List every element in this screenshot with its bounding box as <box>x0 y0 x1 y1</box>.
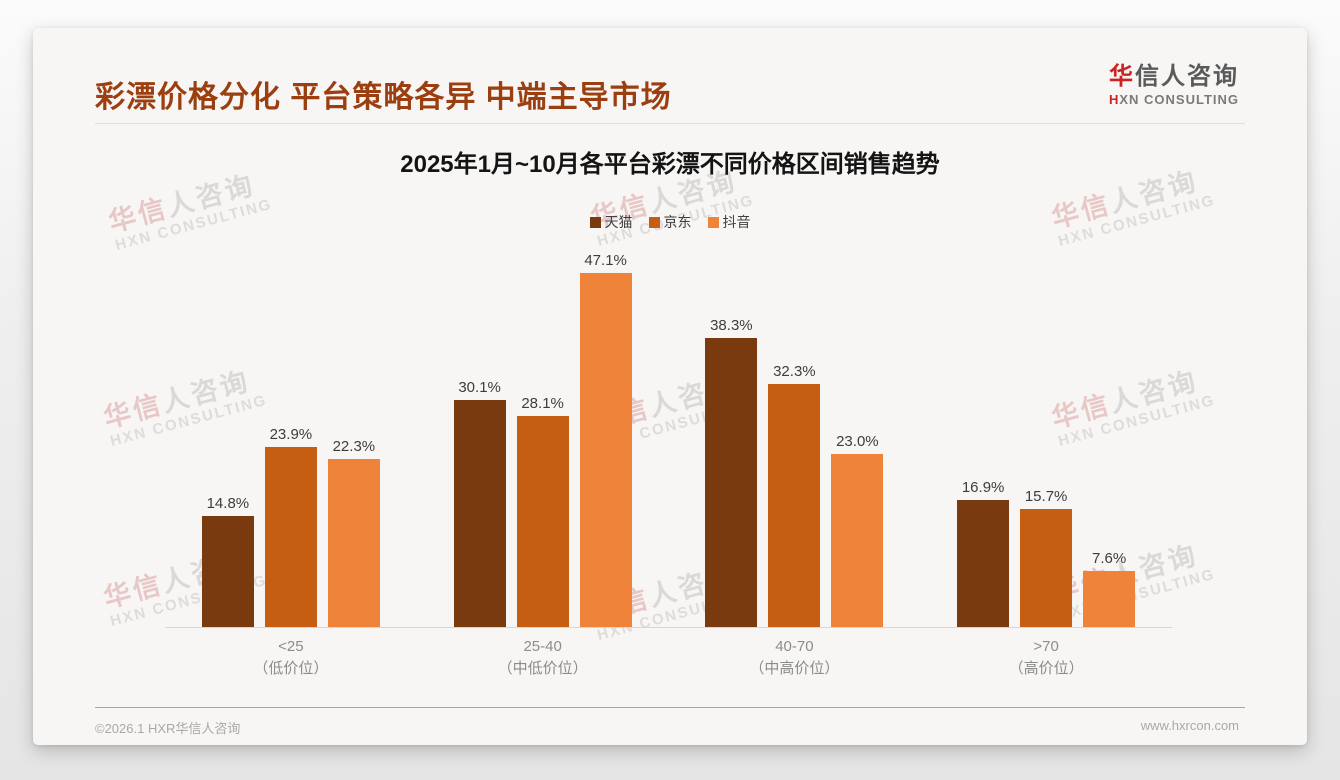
bar-wrap: 14.8% <box>201 252 254 628</box>
bar-value-label: 14.8% <box>206 495 250 513</box>
logo-cn-rest: 信人咨询 <box>1134 63 1239 90</box>
page-title: 彩漂价格分化 平台策略各异 中端主导市场 <box>95 81 672 114</box>
footer-copyright: ©2026.1 HXR华信人咨询 <box>95 721 241 736</box>
logo-en-red: H <box>1108 92 1120 107</box>
bar-天猫-25-40 <box>453 400 506 628</box>
bar-wrap: 23.9% <box>264 252 317 628</box>
legend-label: 京东 <box>663 214 692 230</box>
x-axis-line <box>165 627 1172 628</box>
legend-label: 天猫 <box>604 214 633 230</box>
logo-cn: 华信人咨询 <box>1109 56 1239 91</box>
logo-en: HXN CONSULTING <box>1109 92 1239 107</box>
x-axis-label-<25: <25 （低价位） <box>253 638 329 677</box>
x-axis-label->70: >70 （高价位） <box>1008 638 1084 677</box>
legend-item-抖音: 抖音 <box>707 212 751 232</box>
legend-swatch-icon <box>707 216 719 228</box>
footer-divider <box>95 707 1245 708</box>
bar-京东-25-40 <box>516 415 569 628</box>
bar-group->70: 16.9% 15.7% 7.6% <box>920 252 1172 628</box>
company-logo: 华信人咨询 HXN CONSULTING <box>1109 56 1239 107</box>
bar-value-label: 38.3% <box>710 317 753 335</box>
bar-天猫-<25 <box>201 516 254 628</box>
bar-value-label: 23.0% <box>836 433 879 451</box>
x-axis-labels: <25 （低价位） 25-40 （中低价位） 40-70 （中高价位） >70 （高价位） <box>165 628 1172 680</box>
logo-cn-red: 华 <box>1108 63 1135 90</box>
legend-label: 抖音 <box>722 214 751 230</box>
bar-value-label: 30.1% <box>458 379 501 397</box>
bar-value-label: 28.1% <box>521 394 564 412</box>
legend-item-天猫: 天猫 <box>589 212 633 232</box>
bar-抖音-40-70 <box>831 454 884 628</box>
bar-value-label: 16.9% <box>961 479 1005 497</box>
bar-抖音-<25 <box>327 459 380 628</box>
x-axis-label-40-70: 40-70 （中高价位） <box>749 638 840 677</box>
bar-天猫->70 <box>957 500 1010 628</box>
bar-value-label: 22.3% <box>332 438 376 456</box>
header-divider <box>95 123 1245 124</box>
bar-wrap: 22.3% <box>327 252 380 628</box>
bar-wrap: 16.9% <box>957 252 1010 628</box>
bar-group-<25: 14.8% 23.9% 22.3% <box>165 252 417 628</box>
bar-wrap: 38.3% <box>705 252 758 628</box>
x-axis-label-25-40: 25-40 （中低价位） <box>497 638 588 677</box>
bar-京东-<25 <box>264 447 317 628</box>
bar-groups: 14.8% 23.9% 22.3% 30.1% 28.1% 47.1% 38.3% 32.3%… <box>165 252 1172 628</box>
bar-value-label: 23.9% <box>269 426 313 444</box>
bar-value-label: 15.7% <box>1024 488 1068 506</box>
bar-京东-40-70 <box>768 383 821 628</box>
bar-wrap: 32.3% <box>768 252 821 628</box>
bar-value-label: 32.3% <box>773 362 816 380</box>
bar-wrap: 47.1% <box>579 252 632 628</box>
bar-wrap: 7.6% <box>1083 252 1136 628</box>
legend-swatch-icon <box>648 216 660 228</box>
bar-wrap: 28.1% <box>516 252 569 628</box>
chart-legend: 天猫 京东 抖音 <box>33 212 1307 232</box>
bar-天猫-40-70 <box>705 338 758 628</box>
bar-group-25-40: 30.1% 28.1% 47.1% <box>417 252 669 628</box>
legend-item-京东: 京东 <box>648 212 692 232</box>
bar-wrap: 30.1% <box>453 252 506 628</box>
legend-swatch-icon <box>589 216 601 228</box>
footer-website: www.hxrcon.com <box>1140 718 1239 733</box>
chart-title: 2025年1月~10月各平台彩漂不同价格区间销售趋势 <box>400 151 940 178</box>
logo-en-rest: XN CONSULTING <box>1119 92 1239 107</box>
bar-value-label: 47.1% <box>584 252 627 269</box>
bar-抖音->70 <box>1083 570 1136 628</box>
bar-京东->70 <box>1020 509 1073 628</box>
bar-抖音-25-40 <box>579 273 632 628</box>
bar-wrap: 23.0% <box>831 252 884 628</box>
bar-value-label: 7.6% <box>1092 549 1127 567</box>
bar-wrap: 15.7% <box>1020 252 1073 628</box>
bar-group-40-70: 38.3% 32.3% 23.0% <box>669 252 921 628</box>
bar-chart: 14.8% 23.9% 22.3% 30.1% 28.1% 47.1% 38.3% 32.3%… <box>165 252 1172 677</box>
